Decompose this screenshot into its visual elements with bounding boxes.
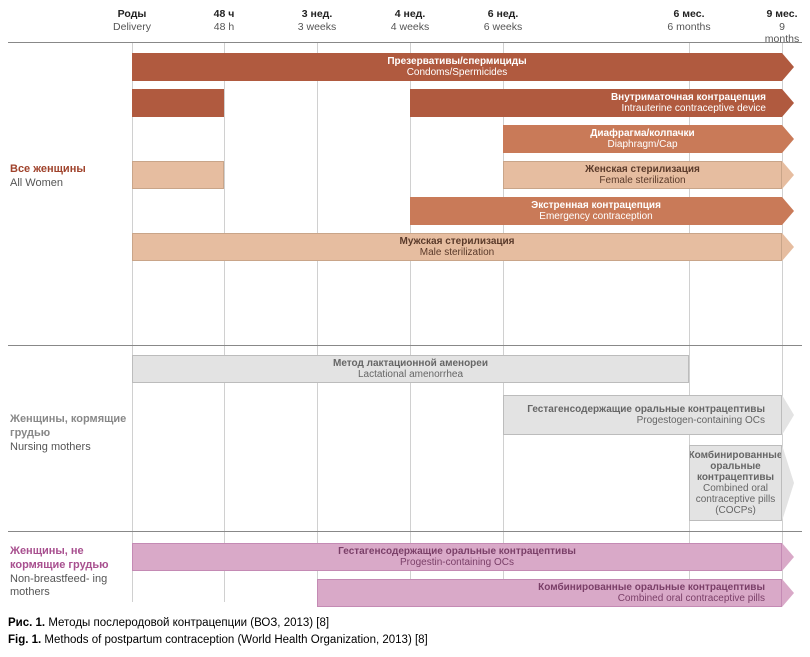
gridline <box>317 43 318 602</box>
arrow-icon <box>782 125 794 153</box>
arrow-icon <box>782 161 794 189</box>
timeline-bar: Комбинированные оральные контрацептивыCo… <box>689 445 782 521</box>
arrow-icon <box>782 197 794 225</box>
section-label: Все женщиныAll Women <box>10 163 130 191</box>
timeline-bar: Презервативы/спермицидыCondoms/Spermicid… <box>132 53 782 81</box>
section-label: Женщины, кормящие грудьюNursing mothers <box>10 413 130 454</box>
caption-en: Methods of postpartum contraception (Wor… <box>41 634 428 646</box>
figure-caption: Рис. 1. Методы послеродовой контрацепции… <box>8 615 428 650</box>
section-separator <box>8 345 802 346</box>
caption-en-bold: Fig. 1. <box>8 634 41 646</box>
timeline-tick: 4 нед.4 weeks <box>391 8 430 33</box>
timeline-bar: Комбинированные оральные контрацептивыCo… <box>317 579 782 607</box>
caption-ru-bold: Рис. 1. <box>8 617 45 629</box>
timeline-bar: Женская стерилизацияFemale sterilization <box>503 161 782 189</box>
caption-ru: Методы послеродовой контрацепции (ВОЗ, 2… <box>45 617 329 629</box>
arrow-icon <box>782 543 794 571</box>
timeline-tick: РодыDelivery <box>113 8 151 33</box>
timeline-bar: Гестагенсодержащие оральные контрацептив… <box>503 395 782 435</box>
contraception-timeline-chart: РодыDelivery 48 ч48 h 3 нед.3 weeks 4 нед.4… <box>8 8 802 649</box>
section-separator <box>8 531 802 532</box>
arrow-icon <box>782 233 794 261</box>
timeline-bar: Внутриматочная контрацепцияIntrauterine … <box>410 89 782 117</box>
gridline <box>132 43 133 602</box>
timeline-bar: Диафрагма/колпачкиDiaphragm/Cap <box>503 125 782 153</box>
timeline-tick: 9 мес.9 months <box>765 8 799 46</box>
arrow-icon <box>782 53 794 81</box>
timeline-bar: Гестагенсодержащие оральные контрацептив… <box>132 543 782 571</box>
arrow-icon <box>782 445 794 521</box>
timeline-tick: 3 нед.3 weeks <box>298 8 337 33</box>
timeline-tick: 6 нед.6 weeks <box>484 8 523 33</box>
timeline-bar: Экстренная контрацепцияEmergency contrac… <box>410 197 782 225</box>
timeline-bar: Мужская стерилизацияMale sterilization <box>132 233 782 261</box>
timeline-bar: Метод лактационной аменореиLactational a… <box>132 355 689 383</box>
plot-area: Все женщиныAll Women Женщины, кормящие гр… <box>8 42 802 602</box>
timeline-tick: 48 ч48 h <box>214 8 235 33</box>
section-label: Женщины, не кормящие грудьюNon-breastfee… <box>10 545 130 600</box>
gridline <box>224 43 225 602</box>
gridline <box>410 43 411 602</box>
timeline-header: РодыDelivery 48 ч48 h 3 нед.3 weeks 4 нед.4… <box>8 8 802 42</box>
timeline-bar <box>132 161 224 189</box>
timeline-bar <box>132 89 224 117</box>
arrow-icon <box>782 89 794 117</box>
arrow-icon <box>782 395 794 435</box>
timeline-tick: 6 мес.6 months <box>667 8 710 33</box>
arrow-icon <box>782 579 794 607</box>
